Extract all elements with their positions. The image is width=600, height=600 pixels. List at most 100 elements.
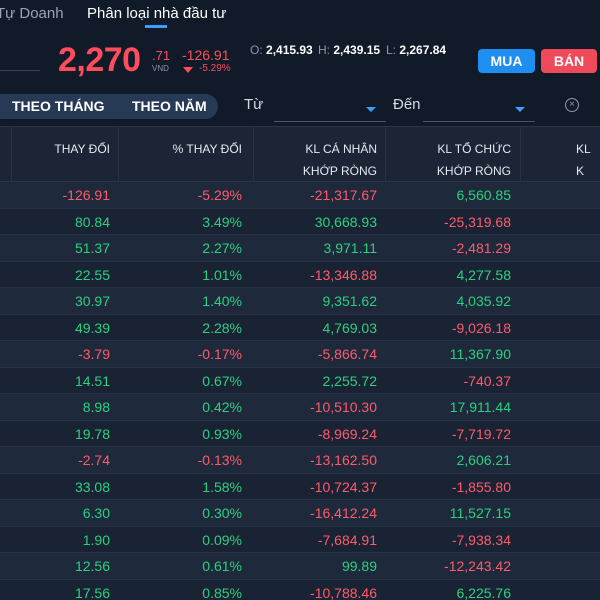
cell-individual-net: -10,724.37 xyxy=(310,478,377,495)
col-change[interactable]: THAY ĐỔI xyxy=(54,142,110,156)
cell-institution-net: 11,367.90 xyxy=(449,346,511,362)
price-change: -126.91 xyxy=(182,47,230,63)
cell-individual-net: 2,255.72 xyxy=(322,372,378,389)
cell-pct-change: 1.58% xyxy=(202,478,242,495)
chevron-down-icon xyxy=(366,107,376,112)
table-row[interactable]: -2.74 -0.13% -13,162.50 2,606.21 xyxy=(0,447,600,474)
cell-individual-net: -10,788.46 xyxy=(310,584,377,600)
table-row[interactable]: 12.56 0.61% 99.89 -12,243.42 xyxy=(0,553,600,580)
filter-bar: THEO THÁNG THEO NĂM Từ Đến × xyxy=(0,90,600,126)
chevron-down-icon xyxy=(515,107,525,112)
cell-pct-change: 0.85% xyxy=(202,584,242,600)
from-date-select[interactable] xyxy=(274,96,386,122)
table-row[interactable]: 19.78 0.93% -8,969.24 -7,719.72 xyxy=(0,420,600,447)
cell-individual-net: -7,684.91 xyxy=(317,531,377,548)
active-tab-indicator xyxy=(145,25,167,28)
high-price: H: 2,439.15 xyxy=(318,43,380,57)
from-label: Từ xyxy=(244,96,264,113)
table-row[interactable]: -3.79 -0.17% -5,866.74 11,367.90 xyxy=(0,341,600,368)
down-arrow-icon xyxy=(183,67,193,73)
open-label: O: xyxy=(250,43,263,57)
by-year-button[interactable]: THEO NĂM xyxy=(132,98,207,114)
cell-change: 1.90 xyxy=(82,531,110,548)
cell-change: 14.51 xyxy=(74,372,110,389)
cell-institution-net: 6,560.85 xyxy=(456,187,512,203)
cell-change: -126.91 xyxy=(62,187,110,203)
cell-individual-net: 99.89 xyxy=(341,558,377,574)
cell-pct-change: 0.30% xyxy=(202,505,242,521)
cell-institution-net: -12,243.42 xyxy=(444,558,511,574)
high-label: H: xyxy=(318,43,330,57)
cell-institution-net: -2,481.29 xyxy=(451,240,511,256)
table-row[interactable]: 51.37 2.27% 3,971.11 -2,481.29 xyxy=(0,235,600,262)
cell-change: 17.56 xyxy=(74,584,110,600)
to-label: Đến xyxy=(393,96,421,113)
cell-individual-net: 30,668.93 xyxy=(314,213,377,230)
cell-pct-change: 1.01% xyxy=(202,266,242,283)
cell-individual-net: -5,866.74 xyxy=(317,346,377,362)
index-price-decimal: .71 xyxy=(152,48,171,63)
table-row[interactable]: 17.56 0.85% -10,788.46 6,225.76 xyxy=(0,579,600,600)
cell-institution-net: 17,911.44 xyxy=(449,399,511,415)
cell-pct-change: 3.49% xyxy=(202,213,242,230)
cell-change: 12.56 xyxy=(74,558,110,574)
table-row[interactable]: 33.08 1.58% -10,724.37 -1,855.80 xyxy=(0,473,600,500)
to-date-select[interactable] xyxy=(423,96,535,122)
index-price: 2,270 xyxy=(58,41,141,79)
table-row[interactable]: -126.91 -5.29% -21,317.67 6,560.85 xyxy=(0,182,600,209)
cell-change: 8.98 xyxy=(82,399,110,415)
cell-change: 80.84 xyxy=(74,213,110,230)
cell-pct-change: -0.13% xyxy=(197,452,242,468)
table-row[interactable]: 14.51 0.67% 2,255.72 -740.37 xyxy=(0,367,600,394)
clear-icon[interactable]: × xyxy=(565,98,579,112)
col-individual-net[interactable]: KL CÁ NHÂN KHỚP RÒNG xyxy=(303,138,377,182)
cell-change: -3.79 xyxy=(78,346,110,362)
col-pct-change[interactable]: % THAY ĐỔI xyxy=(172,142,242,156)
cell-individual-net: 3,971.11 xyxy=(323,240,377,256)
period-toggle: THEO THÁNG THEO NĂM xyxy=(0,94,218,119)
table-row[interactable]: 8.98 0.42% -10,510.30 17,911.44 xyxy=(0,394,600,421)
table-row[interactable]: 30.97 1.40% 9,351.62 4,035.92 xyxy=(0,288,600,315)
cell-individual-net: -13,346.88 xyxy=(310,266,377,283)
cell-individual-net: -8,969.24 xyxy=(317,425,377,442)
cell-individual-net: -16,412.24 xyxy=(310,505,377,521)
col-institution-net[interactable]: KL TỔ CHỨC KHỚP RÒNG xyxy=(437,138,511,182)
sell-button[interactable]: BÁN xyxy=(541,49,597,73)
col-institution-line1: KL TỔ CHỨC xyxy=(437,142,511,156)
cell-institution-net: 4,277.58 xyxy=(456,266,512,283)
low-label: L: xyxy=(386,43,397,57)
cell-pct-change: 0.93% xyxy=(202,425,242,442)
cell-change: -2.74 xyxy=(78,452,110,468)
buy-button[interactable]: MUA xyxy=(478,49,535,73)
table-header: THAY ĐỔI % THAY ĐỔI KL CÁ NHÂN KHỚP RÒNG… xyxy=(0,126,600,182)
cell-institution-net: -7,938.34 xyxy=(451,531,511,548)
tab-investor-classification[interactable]: Phân loại nhà đầu tư xyxy=(87,5,227,22)
low-value: 2,267.84 xyxy=(399,43,447,57)
cell-pct-change: 2.28% xyxy=(202,319,242,336)
col-next-line2: K xyxy=(576,164,585,178)
cell-pct-change: 0.61% xyxy=(202,558,242,574)
table-row[interactable]: 1.90 0.09% -7,684.91 -7,938.34 xyxy=(0,526,600,553)
table-row[interactable]: 6.30 0.30% -16,412.24 11,527.15 xyxy=(0,500,600,527)
cell-pct-change: 1.40% xyxy=(202,293,242,309)
col-next-line1: KL xyxy=(576,142,591,156)
cell-change: 33.08 xyxy=(74,478,110,495)
tab-proprietary[interactable]: Tự Doanh xyxy=(0,5,64,22)
price-change-percent: -5.29% xyxy=(199,63,231,74)
table-row[interactable]: 49.39 2.28% 4,769.03 -9,026.18 xyxy=(0,314,600,341)
by-month-button[interactable]: THEO THÁNG xyxy=(12,98,105,114)
price-summary: 2,270 .71 VND -126.91 -5.29% O: 2,415.93… xyxy=(0,32,600,90)
cell-pct-change: -5.29% xyxy=(197,187,242,203)
divider xyxy=(0,70,40,71)
cell-institution-net: 11,527.15 xyxy=(449,505,511,521)
low-price: L: 2,267.84 xyxy=(386,43,446,57)
table-row[interactable]: 80.84 3.49% 30,668.93 -25,319.68 xyxy=(0,208,600,235)
cell-institution-net: -9,026.18 xyxy=(451,319,511,336)
col-individual-line1: KL CÁ NHÂN xyxy=(305,142,377,156)
cell-change: 6.30 xyxy=(82,505,110,521)
cell-change: 51.37 xyxy=(74,240,110,256)
cell-institution-net: -25,319.68 xyxy=(444,213,511,230)
col-next-partial[interactable]: KL K xyxy=(576,138,591,182)
cell-institution-net: 2,606.21 xyxy=(456,452,512,468)
table-row[interactable]: 22.55 1.01% -13,346.88 4,277.58 xyxy=(0,261,600,288)
